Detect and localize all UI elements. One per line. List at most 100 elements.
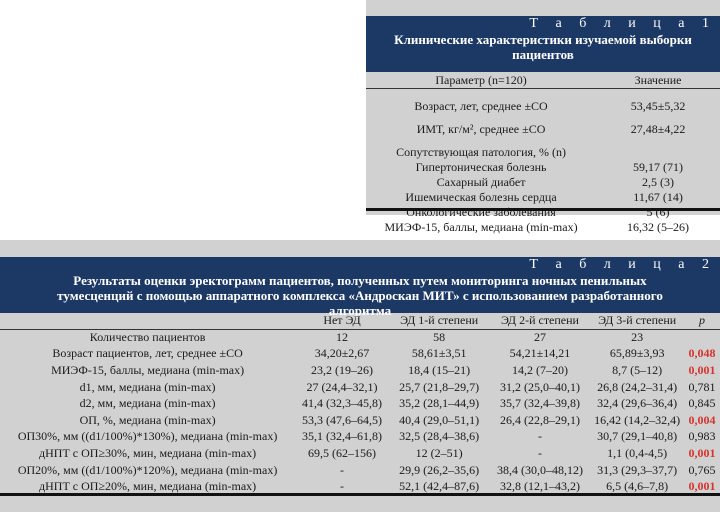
- table-row: ОП30%, мм ((d1/100%)*130%), медиана (min…: [0, 429, 720, 446]
- table-cell: дНПТ с ОП≥20%, мин, медиана (min-max): [39, 479, 257, 494]
- table-cell: -: [537, 445, 542, 460]
- column-header: Параметр (n=120): [435, 72, 527, 87]
- header-row: Параметр (n=120) Значение: [366, 72, 720, 88]
- table-cell: 34,20±2,67: [314, 346, 370, 361]
- table-cell: 38,4 (30,0–48,12): [496, 462, 583, 477]
- table-number: Т а б л и ц а 2: [529, 257, 716, 272]
- table-row: d2, мм, медиана (min-max) 41,4 (32,3–45,8…: [0, 395, 720, 412]
- table-row: МИЭФ-15, баллы, медиана (min-max) 23,2 (1…: [0, 362, 720, 379]
- table-cell: 58: [433, 330, 446, 345]
- table-cell: 41,4 (32,3–45,8): [301, 396, 382, 411]
- table-row: Возраст пациентов, лет, среднее ±СО 34,20…: [0, 346, 720, 363]
- table-cell: Гипертоническая болезнь: [415, 160, 547, 174]
- table-row: Сопутствующая патология, % (n): [366, 137, 720, 160]
- table-cell: d1, мм, медиана (min-max): [79, 379, 216, 394]
- table-cell: 69,5 (62–156): [307, 445, 376, 460]
- divider: [0, 493, 720, 496]
- table-title: Результаты оценки эректограмм пациентов,…: [57, 273, 663, 318]
- table-cell: ОП30%, мм ((d1/100%)*130%), медиана (min…: [17, 429, 278, 444]
- table-row: дНПТ с ОП≥30%, мин, медиана (min-max) 69,…: [0, 445, 720, 462]
- table-cell: 26,8 (24,2–31,4): [597, 379, 678, 394]
- table-title: Клинические характеристики изучаемой выб…: [394, 32, 692, 62]
- table-cell: МИЭФ-15, баллы, медиана (min-max): [51, 362, 245, 377]
- table-cell: 0,001: [688, 479, 716, 494]
- table-cell: 6,5 (4,6–7,8): [606, 479, 669, 494]
- table-cell: 0,845: [688, 396, 716, 411]
- table-row: дНПТ с ОП≥20%, мин, медиана (min-max) - 52…: [0, 478, 720, 495]
- table-row: ИМТ, кг/м², среднее ±СО 27,48±4,22: [366, 114, 720, 137]
- table-cell: 18,4 (15–21): [408, 362, 471, 377]
- table-cell: 27,48±4,22: [630, 122, 686, 136]
- table-cell: 31,2 (25,0–40,1): [499, 379, 580, 394]
- table-cell: ОП20%, мм ((d1/100%)*120%), медиана (min…: [17, 462, 278, 477]
- table-row: Ишемическая болезнь сердца 11,67 (14): [366, 190, 720, 205]
- table-cell: 0,001: [688, 362, 716, 377]
- table-cell: 8,7 (5–12): [612, 362, 663, 377]
- table-cell: 11,67 (14): [633, 190, 683, 204]
- table-cell: Возраст, лет, среднее ±СО: [414, 99, 548, 113]
- table-cell: 32,8 (12,1–43,2): [499, 479, 580, 494]
- column-header: Нет ЭД: [323, 313, 361, 328]
- column-header: p: [698, 313, 705, 328]
- table-cell: 35,7 (32,4–39,8): [499, 396, 580, 411]
- table-cell: 26,4 (22,8–29,1): [499, 412, 580, 427]
- table-cell: 0,781: [688, 379, 716, 394]
- table-cell: 53,45±5,32: [630, 99, 686, 113]
- table-row: ОП20%, мм ((d1/100%)*120%), медиана (min…: [0, 462, 720, 479]
- table-cell: Ишемическая болезнь сердца: [405, 190, 557, 204]
- table-cell: 54,21±14,21: [509, 346, 571, 361]
- table-cell: [596, 137, 720, 160]
- table-2-header: Т а б л и ц а 2 Результаты оценки эректо…: [0, 257, 720, 318]
- table-row: d1, мм, медиана (min-max) 27 (24,4–32,1) 2…: [0, 379, 720, 396]
- table-cell: 2,5 (3): [642, 175, 675, 189]
- table-cell: 52,1 (42,4–87,6): [399, 479, 480, 494]
- table-cell: Возраст пациентов, лет, среднее ±СО: [52, 346, 243, 361]
- table-cell: [684, 329, 720, 346]
- table-cell: 14,2 (7–20): [511, 362, 568, 377]
- table-2: Т а б л и ц а 2 Результаты оценки эректо…: [0, 240, 720, 512]
- table-cell: Количество пациентов: [89, 330, 206, 345]
- table-cell: 58,61±3,51: [411, 346, 467, 361]
- table-row: ОП, %, медиана (min-max) 53,3 (47,6–64,5)…: [0, 412, 720, 429]
- table-cell: 31,3 (29,3–37,7): [597, 462, 678, 477]
- table-cell: 65,89±3,93: [609, 346, 665, 361]
- table-cell: 16,42 (14,2–32,4): [594, 412, 681, 427]
- table-cell: 12 (2–51): [415, 445, 463, 460]
- table-1: Т а б л и ц а 1 Клинические характеристи…: [366, 0, 720, 234]
- table-cell: 40,4 (29,0–51,1): [399, 412, 480, 427]
- column-header: ЭД 1-й степени: [400, 313, 479, 328]
- table-cell: 35,1 (32,4–61,8): [301, 429, 382, 444]
- table-cell: 32,5 (28,4–38,6): [399, 429, 480, 444]
- table-cell: 1,1 (0,4-4,5): [607, 445, 668, 460]
- table-cell: d2, мм, медиана (min-max): [79, 396, 216, 411]
- column-header: [0, 313, 295, 329]
- table-cell: 29,9 (26,2–35,6): [399, 462, 480, 477]
- table-cell: 32,4 (29,6–36,4): [597, 396, 678, 411]
- header-row: Нет ЭД ЭД 1-й степени ЭД 2-й степени ЭД 3-й…: [0, 313, 720, 329]
- table-cell: 27: [533, 330, 546, 345]
- table-cell: -: [339, 462, 344, 477]
- table-2-grid: Нет ЭД ЭД 1-й степени ЭД 2-й степени ЭД 3-й…: [0, 313, 720, 495]
- table-cell: 35,2 (28,1–44,9): [399, 396, 480, 411]
- table-row: МИЭФ-15, баллы, медиана (min-max) 16,32 (…: [366, 220, 720, 235]
- divider: [366, 208, 720, 211]
- table-cell: Сахарный диабет: [436, 175, 526, 189]
- table-cell: 23: [631, 330, 644, 345]
- table-cell: 25,7 (21,8–29,7): [399, 379, 480, 394]
- table-cell: -: [339, 479, 344, 494]
- table-cell: дНПТ с ОП≥30%, мин, медиана (min-max): [39, 445, 257, 460]
- table-row: Сахарный диабет 2,5 (3): [366, 175, 720, 190]
- table-cell: 59,17 (71): [633, 160, 684, 174]
- column-header: ЭД 2-й степени: [500, 313, 579, 328]
- table-cell: ОП, %, медиана (min-max): [79, 412, 216, 427]
- column-header: ЭД 3-й степени: [598, 313, 677, 328]
- table-cell: ИМТ, кг/м², среднее ±СО: [416, 122, 546, 136]
- table-cell: -: [537, 429, 542, 444]
- table-cell: 53,3 (47,6–64,5): [301, 412, 382, 427]
- column-header: Значение: [634, 72, 682, 87]
- table-cell: 0,765: [688, 462, 716, 477]
- table-cell: 23,2 (19–26): [310, 362, 373, 377]
- table-cell: 0,001: [688, 445, 716, 460]
- table-number: Т а б л и ц а 1: [529, 16, 716, 31]
- table-row: Возраст, лет, среднее ±СО 53,45±5,32: [366, 88, 720, 114]
